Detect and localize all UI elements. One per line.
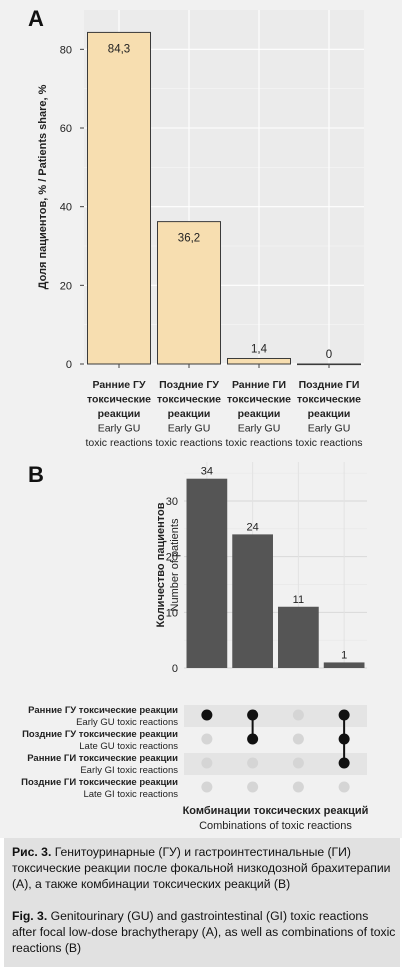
x-tick-label: реакции — [168, 408, 211, 420]
set-label-ru: Ранние ГИ токсические реакции — [27, 753, 178, 764]
caption-en: Fig. 3. Genitourinary (GU) and gastroint… — [12, 908, 396, 956]
caption-en-text: Genitourinary (GU) and gastrointestinal … — [12, 909, 396, 955]
y-axis-label: Доля пациентов, % / Patients share, % — [37, 84, 49, 289]
matrix-dot — [247, 733, 259, 745]
value-label: 36,2 — [178, 233, 200, 245]
x-tick-label: реакции — [238, 408, 281, 420]
value-label: 34 — [201, 466, 213, 478]
x-tick-label: Early GU — [238, 423, 281, 435]
set-label-ru: Поздние ГИ токсические реакции — [21, 777, 178, 788]
y-tick-label: 10 — [166, 607, 178, 619]
set-label-ru: Поздние ГУ токсические реакции — [22, 729, 178, 740]
y-axis-label-ru: Количество пациентов — [155, 502, 167, 627]
matrix-dot — [201, 709, 213, 721]
matrix-dot — [247, 757, 259, 769]
matrix-dot — [292, 709, 304, 721]
value-label: 84,3 — [108, 43, 130, 55]
value-label: 24 — [247, 521, 259, 533]
matrix-dot — [201, 757, 213, 769]
x-tick-label: Ранние ГИ — [232, 379, 286, 391]
y-tick-label: 60 — [60, 123, 72, 135]
figure-caption: Рис. 3. Генитоуринарные (ГУ) и гастроинт… — [4, 838, 400, 967]
x-tick-label: реакции — [98, 408, 141, 420]
matrix-dot — [201, 733, 213, 745]
y-tick-label: 30 — [166, 496, 178, 508]
caption-ru-text: Генитоуринарные (ГУ) и гастроинтестиналь… — [12, 845, 391, 891]
set-label-en: Early GU toxic reactions — [76, 717, 178, 728]
x-tick-label: токсические — [87, 394, 151, 406]
x-tick-label: реакции — [308, 408, 351, 420]
x-tick-label: Ранние ГУ — [92, 379, 146, 391]
matrix-dot — [247, 781, 259, 793]
x-tick-label: toxic reactions — [155, 437, 222, 449]
matrix-row-band — [184, 705, 367, 727]
panel-b-letter: B — [28, 462, 44, 487]
caption-en-label: Fig. 3. — [12, 909, 48, 923]
y-tick-label: 40 — [60, 202, 72, 214]
x-tick-label: Поздние ГИ — [299, 379, 360, 391]
set-label-en: Early GI toxic reactions — [80, 765, 178, 776]
y-tick-label: 0 — [66, 359, 72, 371]
matrix-dot — [338, 757, 350, 769]
set-label-ru: Ранние ГУ токсические реакции — [28, 705, 178, 716]
bar — [157, 221, 221, 365]
value-label: 1 — [341, 649, 347, 661]
matrix-dot — [292, 757, 304, 769]
x-tick-label: токсические — [227, 394, 291, 406]
value-label: 1,4 — [251, 343, 268, 355]
figure-panel: A 0 20 40 60 80 84,3 Ранние ГУ токсические реакц… — [0, 0, 402, 838]
matrix-row-band — [184, 753, 367, 775]
bar — [278, 606, 319, 668]
bar — [186, 478, 228, 668]
x-tick-label: токсические — [297, 394, 361, 406]
x-axis-label-en: Combinations of toxic reactions — [199, 820, 352, 832]
matrix-dot — [338, 781, 350, 793]
bar — [232, 534, 273, 668]
panel-a-letter: A — [28, 6, 44, 31]
y-tick-label: 0 — [172, 663, 178, 675]
bar — [227, 357, 291, 365]
x-axis-label-ru: Комбинации токсических реакций — [183, 805, 369, 817]
y-tick-label: 20 — [60, 280, 72, 292]
x-tick-label: toxic reactions — [85, 437, 152, 449]
x-tick-label: токсические — [157, 394, 221, 406]
x-tick-label: toxic reactions — [225, 437, 292, 449]
y-axis-label-en: Number of patients — [169, 518, 181, 611]
y-tick-label: 80 — [60, 44, 72, 56]
value-label: 11 — [293, 594, 304, 606]
matrix-dot — [338, 709, 350, 721]
caption-ru: Рис. 3. Генитоуринарные (ГУ) и гастроинт… — [12, 844, 396, 892]
caption-ru-label: Рис. 3. — [12, 845, 52, 859]
value-label: 0 — [326, 349, 332, 361]
x-tick-label: Early GU — [98, 423, 141, 435]
matrix-dot — [201, 781, 213, 793]
matrix-dot — [292, 781, 304, 793]
x-tick-label: toxic reactions — [295, 437, 362, 449]
x-tick-label: Early GU — [168, 423, 211, 435]
matrix-dot — [338, 733, 350, 745]
bar — [323, 662, 365, 668]
y-tick-label: 20 — [166, 552, 178, 564]
matrix-dot — [292, 733, 304, 745]
set-label-en: Late GI toxic reactions — [83, 789, 178, 800]
bar — [87, 31, 151, 365]
x-tick-label: Early GU — [308, 423, 351, 435]
x-tick-label: Поздние ГУ — [159, 379, 219, 391]
matrix-dot — [247, 709, 259, 721]
set-label-en: Late GU toxic reactions — [79, 741, 178, 752]
chart-a: 0 20 40 60 80 84,3 Ранние ГУ токсические реакции… — [37, 10, 364, 449]
